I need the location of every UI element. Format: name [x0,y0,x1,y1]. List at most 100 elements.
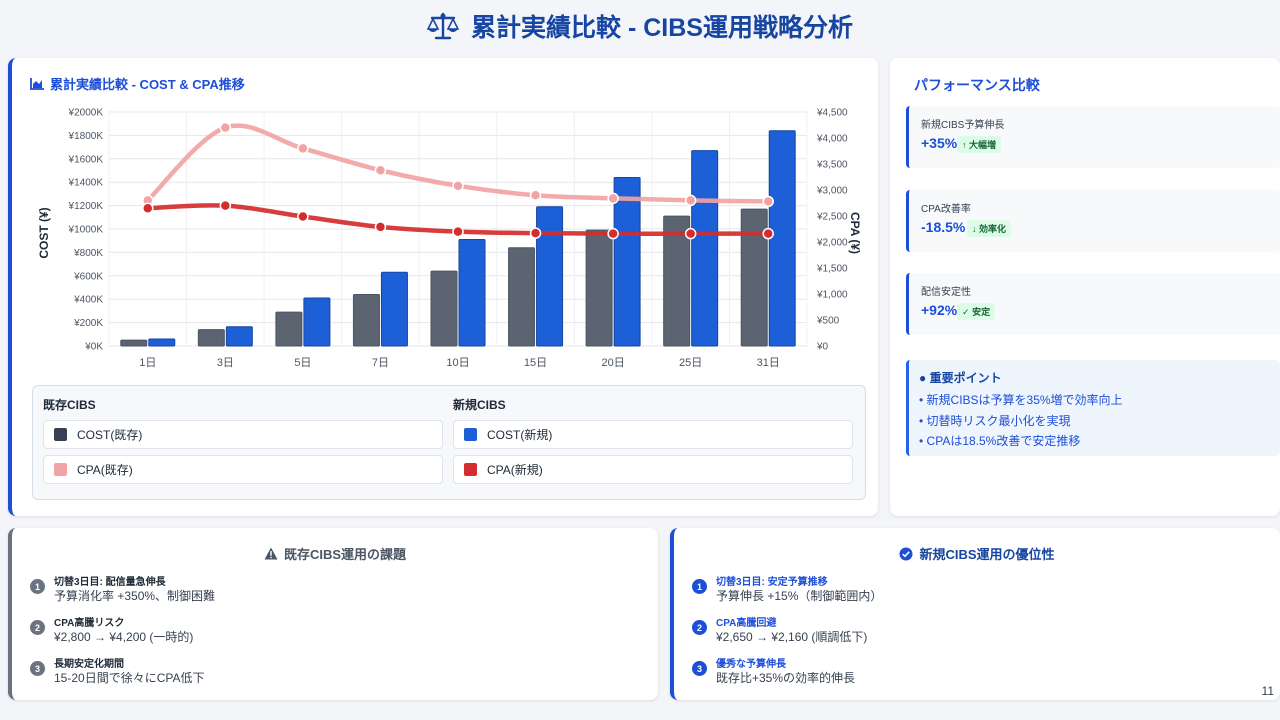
legend-label: COST(既存) [77,428,143,442]
page-title-text: 累計実績比較 - CIBS運用戦略分析 [471,14,853,42]
bar-old-cost [352,294,380,347]
new-panel-heading-text: 新規CIBS運用の優位性 [919,547,1055,562]
bar-old-cost [430,270,458,347]
key-points-title-text: 重要ポイント [929,371,1002,385]
bar-new-cost [225,326,253,347]
key-point: • 切替時リスク最小化を実現 [919,413,1071,428]
number-badge: 1 [30,579,45,594]
y-left-tick-label: ¥600K [73,271,103,282]
point-old-cpa [762,195,774,208]
y-left-tick-label: ¥800K [73,248,103,259]
y-left-tick-label: ¥1000K [68,225,104,236]
lightbulb-icon: ● [919,371,927,385]
item-title: CPA高騰回避 [716,618,777,629]
y-right-tick-label: ¥3,500 [816,160,848,171]
bar-new-cost [768,130,796,347]
bar-new-cost [380,271,408,347]
arrow-up-icon: ↑ [962,140,967,150]
metric-card-budget: 新規CIBS予算伸長 +35% ↑ 大幅増 [906,106,1280,168]
point-new-cpa [607,227,619,240]
x-tick-label: 5日 [294,357,311,369]
point-old-cpa [529,189,542,201]
point-new-cpa [762,227,774,240]
y-axis-left-label: COST (¥) [37,207,51,258]
x-tick-label: 20日 [601,357,624,369]
point-new-cpa [529,227,542,239]
key-points-box: ● 重要ポイント • 新規CIBSは予算を35%増で効率向上 • 切替時リスク最… [906,360,1280,456]
point-new-cpa [142,202,154,214]
number-badge: 1 [692,579,707,594]
point-new-cpa [452,225,464,238]
item-description: 既存比+35%の効率的伸長 [716,671,856,685]
key-points-list: • 新規CIBSは予算を35%増で効率向上 • 切替時リスク最小化を実現 • C… [919,390,1123,452]
y-left-tick-label: ¥1800K [68,131,104,142]
x-tick-label: 25日 [679,357,702,369]
bar-old-cost [663,215,691,347]
legend-old-title: 既存CIBS [43,398,96,412]
y-left-tick-label: ¥1600K [68,154,104,165]
new-cibs-advantages-panel: 新規CIBS運用の優位性 1 切替3日目: 安定予算推移 予算伸長 +15%（制… [670,528,1280,700]
performance-title: パフォーマンス比較 [914,77,1040,93]
x-tick-label: 31日 [757,357,780,369]
legend-item-new-cpa[interactable]: CPA(新規) [453,455,853,484]
page-number: 11 [1261,684,1274,698]
legend-item-old-cpa[interactable]: CPA(既存) [43,455,443,484]
item-description: 15-20日間で徐々にCPA低下 [54,671,205,685]
metric-value: +35% [921,135,958,151]
metric-card-cpa: CPA改善率 -18.5% ↓ 効率化 [906,190,1280,252]
chart-panel-heading-text: 累計実績比較 - COST & CPA推移 [50,77,245,92]
metric-label: 配信安定性 [921,287,971,298]
old-panel-heading: 既存CIBS運用の課題 [12,544,658,563]
point-new-cpa [684,227,697,240]
metric-value: +92% [921,302,958,318]
legend-label: CPA(新規) [487,463,543,477]
legend-label: COST(新規) [487,428,553,442]
point-old-cpa [374,164,387,176]
number-badge: 2 [30,620,45,635]
legend-item-old-cost[interactable]: COST(既存) [43,420,443,449]
old-panel-heading-text: 既存CIBS運用の課題 [283,547,407,562]
legend-item-new-cost[interactable]: COST(新規) [453,420,853,449]
x-tick-label: 3日 [217,357,234,369]
arrow-down-icon: ↓ [972,224,977,234]
y-left-tick-label: ¥0K [84,342,103,353]
x-tick-label: 10日 [446,357,469,369]
metric-value: -18.5% [921,219,966,235]
y-right-tick-label: ¥4,000 [816,134,848,145]
y-right-tick-label: ¥500 [816,316,840,327]
bar-old-cost [585,229,613,347]
metric-card-stability: 配信安定性 +92% ✓ 安定 [906,273,1280,335]
legend-column-new: 新規CIBS COST(新規) CPA(新規) [453,396,853,490]
point-old-cpa [607,192,619,205]
item-description: ¥2,650 → ¥2,160 (順調低下) [716,630,868,644]
metric-badge: ↑ 大幅増 [957,136,1002,153]
bar-old-cost [120,339,148,347]
item-description: 予算伸長 +15%（制御範囲内） [716,589,883,603]
item-description: ¥2,800 → ¥4,200 (一時的) [54,630,194,644]
y-left-tick-label: ¥1400K [68,178,104,189]
bar-new-cost [691,150,719,347]
metric-badge-text: 安定 [972,307,991,317]
y-right-tick-label: ¥4,500 [816,108,848,119]
metric-label: CPA改善率 [921,204,971,215]
key-point: • 新規CIBSは予算を35%増で効率向上 [919,393,1123,407]
chart-panel: 累計実績比較 - COST & CPA推移 ¥0K ¥200K ¥400K ¥600K… [8,58,878,516]
chart-area-icon [30,77,44,90]
item-title: 切替3日目: 安定予算推移 [716,577,828,588]
y-right-tick-label: ¥1,000 [816,290,848,301]
old-cibs-issues-panel: 既存CIBS運用の課題 1 切替3日目: 配信量急伸長 予算消化率 +350%、… [8,528,658,700]
point-new-cpa [219,199,232,212]
page-title: 累計実績比較 - CIBS運用戦略分析 [0,8,1280,44]
bar-old-cost [740,208,768,347]
legend-label: CPA(既存) [77,463,133,477]
check-icon: ✓ [962,307,970,317]
metric-badge-text: 大幅増 [969,140,997,150]
key-point: • CPAは18.5%改善で安定推移 [919,434,1081,448]
item-title: CPA高騰リスク [54,618,125,629]
number-badge: 3 [30,661,45,676]
metric-badge-text: 効率化 [979,224,1007,234]
combo-chart: ¥0K ¥200K ¥400K ¥600K ¥800K ¥1000K ¥1200K ¥1400… [37,108,862,370]
chart-panel-heading: 累計実績比較 - COST & CPA推移 [30,74,245,93]
legend-column-old: 既存CIBS COST(既存) CPA(既存) [43,396,443,490]
legend-new-title: 新規CIBS [453,398,506,412]
